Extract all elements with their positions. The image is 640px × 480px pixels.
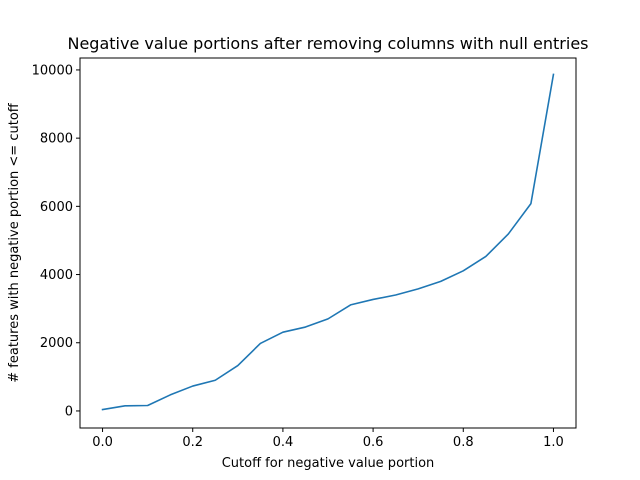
y-tick-label: 8000 <box>40 132 73 147</box>
x-tick-label: 0.4 <box>273 435 294 450</box>
x-tick-label: 1.0 <box>543 435 564 450</box>
x-axis-ticks: 0.0 0.2 0.4 0.6 0.8 1.0 <box>92 428 564 450</box>
x-tick-label: 0.6 <box>363 435 384 450</box>
x-axis-label: Cutoff for negative value portion <box>222 456 435 471</box>
x-tick-label: 0.8 <box>453 435 474 450</box>
y-axis-label: # features with negative portion <= cuto… <box>7 102 22 383</box>
y-tick-label: 6000 <box>40 200 73 215</box>
x-tick-label: 0.2 <box>182 435 203 450</box>
y-tick-label: 0 <box>65 404 73 419</box>
series-line-0 <box>101 73 555 411</box>
x-tick-label: 0.0 <box>92 435 113 450</box>
chart-title: Negative value portions after removing c… <box>67 34 588 53</box>
y-tick-label: 4000 <box>40 268 73 283</box>
plot-area-frame <box>79 57 577 429</box>
y-tick-label: 2000 <box>40 336 73 351</box>
y-axis-ticks: 0 2000 4000 6000 8000 10000 <box>32 63 80 419</box>
series-layer <box>101 73 555 411</box>
y-tick-label: 10000 <box>32 63 73 78</box>
